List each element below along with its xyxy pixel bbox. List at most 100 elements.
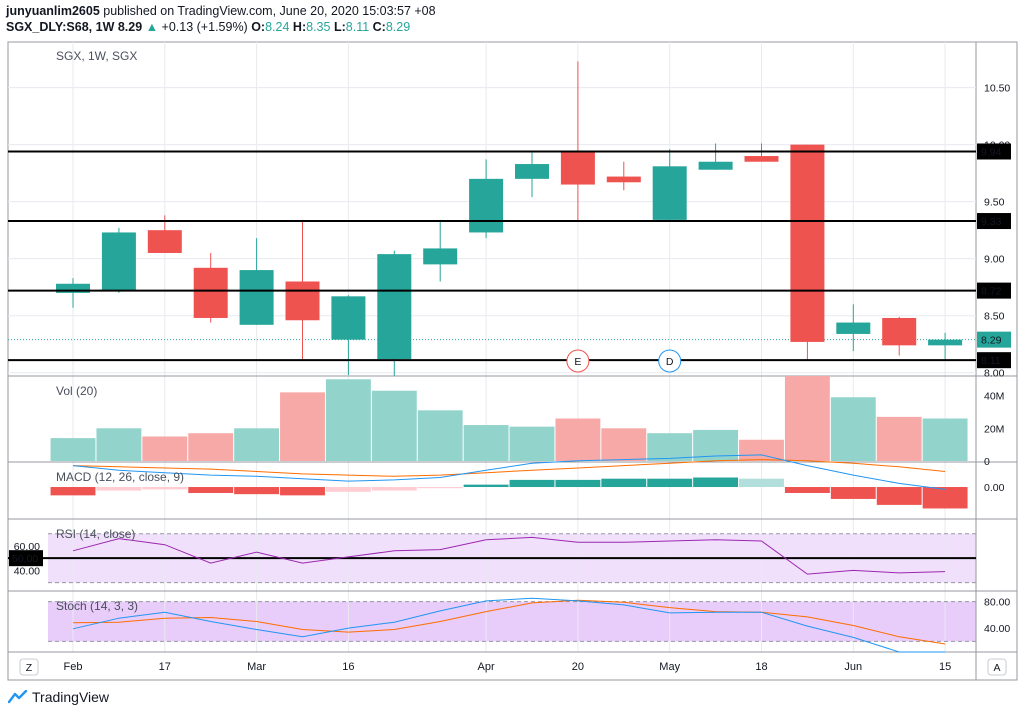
macd-signal-line xyxy=(72,459,946,477)
x-axis-tick-label: Mar xyxy=(247,661,266,673)
rsi-midline-label: 50.00 xyxy=(12,553,38,565)
volume-bar xyxy=(50,438,96,461)
volume-tick-label: 0 xyxy=(984,456,990,468)
macd-histogram-bar xyxy=(509,479,555,488)
last-price-label: 8.29 xyxy=(981,335,1002,347)
rsi-tick-label: 60.00 xyxy=(14,541,40,553)
chart-header: junyuanlim2605 published on TradingView.… xyxy=(6,3,1016,35)
candle-body[interactable] xyxy=(331,296,366,340)
volume-pane-label: Vol (20) xyxy=(56,384,97,398)
macd-histogram-bar xyxy=(142,487,188,490)
timezone-button[interactable] xyxy=(19,658,39,676)
level-price-badge xyxy=(977,352,1011,369)
candle-body[interactable] xyxy=(56,283,90,293)
macd-histogram-bar xyxy=(739,478,784,488)
candle-body[interactable] xyxy=(101,232,136,291)
symbol-name: SGX_DLY:S68, 1W xyxy=(6,20,115,34)
macd-histogram-bar xyxy=(96,487,142,491)
x-axis-tick-label: 20 xyxy=(572,661,584,673)
stoch-d-line xyxy=(72,599,946,645)
candle-body[interactable] xyxy=(377,254,412,360)
macd-histogram-bar xyxy=(784,487,830,493)
level-price-label: 9.33 xyxy=(981,216,1002,228)
x-axis-tick-label: 18 xyxy=(755,661,767,673)
stoch-tick-label: 80.00 xyxy=(984,597,1010,609)
volume-bar xyxy=(188,433,234,461)
candle-body[interactable] xyxy=(193,267,228,318)
volume-bar xyxy=(830,397,876,461)
low-label: L: xyxy=(333,20,346,34)
event-marker-label: E xyxy=(574,356,581,368)
candle-body[interactable] xyxy=(836,322,871,334)
level-price-label: 8.11 xyxy=(981,355,1001,367)
auto-scale-button[interactable] xyxy=(987,658,1007,676)
candle-body[interactable] xyxy=(606,176,641,183)
open-value: 8.24 xyxy=(265,20,290,34)
candle-body[interactable] xyxy=(790,144,825,342)
macd-tick-label: 0.00 xyxy=(984,482,1005,494)
candle-body[interactable] xyxy=(147,230,182,253)
price-tick-label: 9.50 xyxy=(984,197,1005,209)
volume-bar xyxy=(555,418,601,461)
last-price-badge xyxy=(977,331,1011,348)
candle-body[interactable] xyxy=(928,339,963,346)
candle-body[interactable] xyxy=(882,317,917,346)
price-tick-label: 8.00 xyxy=(984,368,1005,380)
stoch-k-line xyxy=(72,597,946,653)
event-marker-icon[interactable] xyxy=(566,349,590,373)
candle-body[interactable] xyxy=(469,178,504,233)
x-axis-tick-label: 16 xyxy=(342,661,354,673)
candle-body[interactable] xyxy=(423,248,458,265)
volume-bar xyxy=(739,439,784,461)
volume-bar xyxy=(784,376,830,461)
volume-bar xyxy=(325,379,371,461)
macd-line xyxy=(72,454,946,490)
tradingview-brand: TradingView xyxy=(32,689,110,705)
candle-body[interactable] xyxy=(515,164,549,179)
macd-pane-label: MACD (12, 26, close, 9) xyxy=(56,470,184,484)
open-label: O: xyxy=(251,20,266,34)
change-arrow-icon: ▲ xyxy=(145,20,159,34)
publisher-name[interactable]: junyuanlim2605 xyxy=(6,4,100,18)
macd-histogram-bar xyxy=(463,484,509,488)
tradingview-logo[interactable]: TradingView xyxy=(8,689,109,705)
event-marker-label: D xyxy=(666,356,674,368)
candle-body[interactable] xyxy=(744,156,779,162)
event-marker-icon[interactable] xyxy=(658,349,682,373)
level-price-badge xyxy=(977,143,1011,160)
volume-bar xyxy=(601,428,647,461)
level-price-badge xyxy=(977,282,1011,299)
stoch-tick-label: 40.00 xyxy=(984,623,1010,635)
candle-body[interactable] xyxy=(285,281,320,321)
volume-bar xyxy=(463,425,509,461)
volume-bar xyxy=(142,436,188,461)
high-label: H: xyxy=(292,20,307,34)
candle-body[interactable] xyxy=(652,166,687,220)
volume-bar xyxy=(876,416,922,461)
macd-histogram-bar xyxy=(417,487,463,489)
macd-histogram-bar xyxy=(50,487,96,496)
price-tick-label: 10.50 xyxy=(984,83,1010,95)
volume-bar xyxy=(234,428,280,461)
macd-histogram-bar xyxy=(325,487,371,492)
publish-info: junyuanlim2605 published on TradingView.… xyxy=(6,3,1016,19)
candle-body[interactable] xyxy=(698,161,733,170)
publish-details: published on TradingView.com, June 20, 2… xyxy=(99,4,436,18)
volume-bar xyxy=(417,410,463,461)
level-price-label: 8.72 xyxy=(981,286,1002,298)
candle-body[interactable] xyxy=(560,151,595,185)
auto-scale-button-label: A xyxy=(993,662,1000,674)
rsi-midline-badge xyxy=(9,550,43,567)
high-value: 8.35 xyxy=(306,20,331,34)
volume-tick-label: 20M xyxy=(984,423,1004,435)
volume-bar xyxy=(922,418,968,461)
tradingview-logo-icon xyxy=(8,690,28,704)
candle-body[interactable] xyxy=(239,270,274,325)
symbol-ohlc-line: SGX_DLY:S68, 1W 8.29 ▲ +0.13 (+1.59%) O:… xyxy=(6,19,1016,35)
price-pane-title: SGX, 1W, SGX xyxy=(56,49,137,63)
macd-histogram-bar xyxy=(280,487,325,496)
macd-histogram-bar xyxy=(371,487,417,491)
macd-histogram-bar xyxy=(922,487,968,509)
rsi-tick-label: 40.00 xyxy=(14,565,40,577)
